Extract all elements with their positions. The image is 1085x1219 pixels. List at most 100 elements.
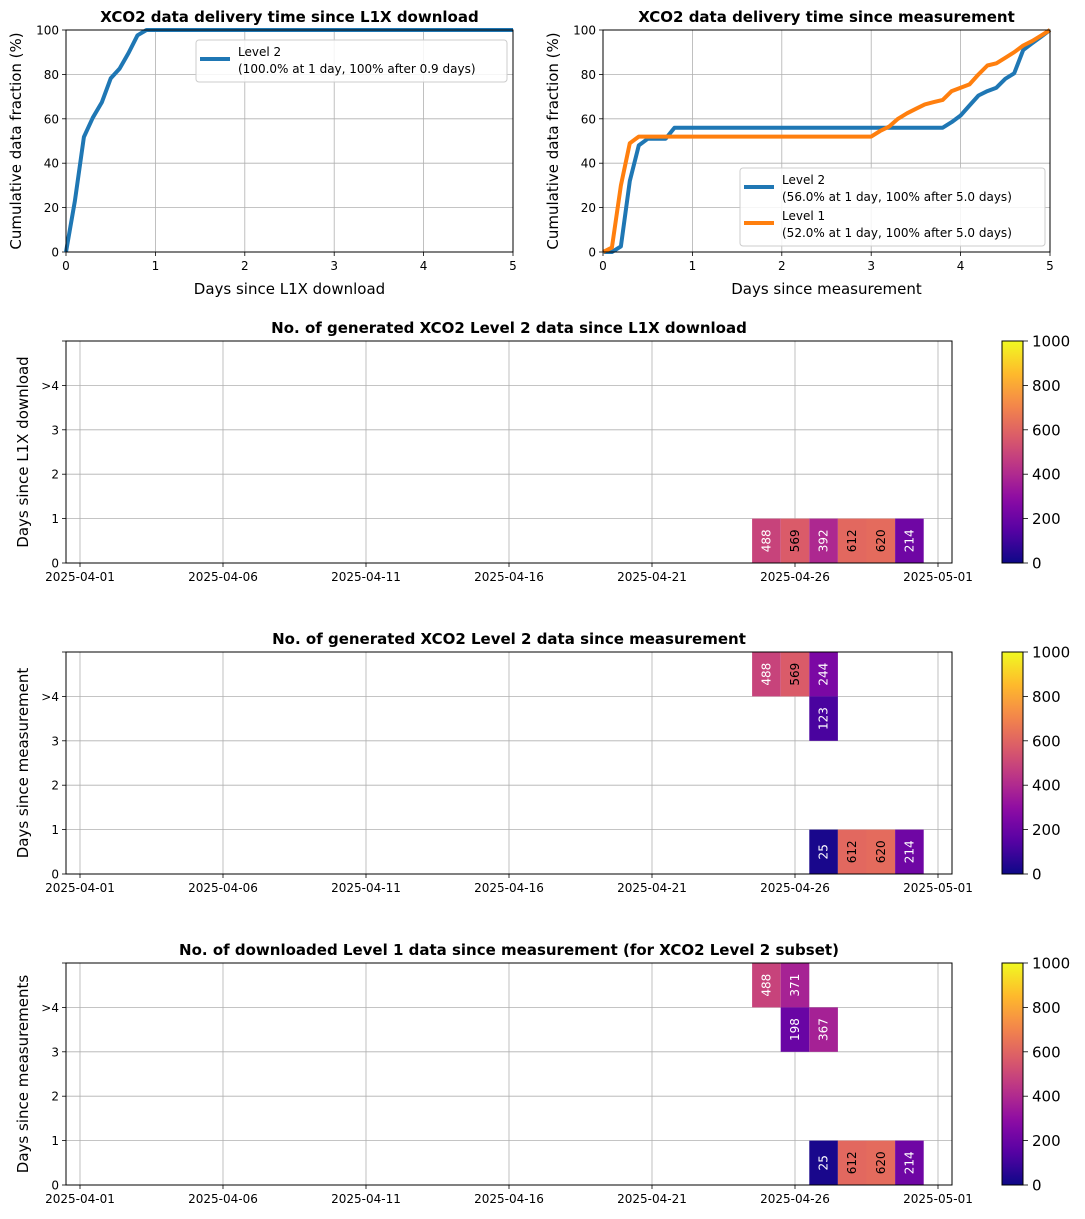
heatmap-cell bbox=[752, 963, 781, 1008]
x-tick-label: 2025-04-06 bbox=[188, 1192, 258, 1206]
colorbar-tick-label: 800 bbox=[1032, 377, 1061, 395]
y-tick-label: >4 bbox=[41, 1001, 59, 1015]
colorbar-tick-label: 600 bbox=[1032, 1043, 1061, 1061]
cell-value-label: 488 bbox=[759, 974, 773, 997]
heatmap-2: 2025-04-01 2025-04-06 2025-04-11 2025-04-16… bbox=[14, 630, 1070, 895]
chart-title: XCO2 data delivery time since L1X downlo… bbox=[100, 8, 478, 26]
heatmap-cell bbox=[809, 518, 838, 563]
y-tick-label: 2 bbox=[51, 779, 59, 793]
y-tick-label: 100 bbox=[573, 24, 596, 38]
y-axis-label: Days since measurement bbox=[14, 668, 32, 859]
cell-value-label: 25 bbox=[817, 1155, 831, 1170]
x-tick-label: 0 bbox=[599, 259, 607, 273]
x-tick-label: 2025-04-21 bbox=[617, 881, 687, 895]
cell-value-label: 569 bbox=[788, 529, 802, 552]
colorbar: 0 200 400 600 800 1000 bbox=[1001, 955, 1070, 1195]
y-axis-label: Days since L1X download bbox=[14, 356, 32, 547]
y-tick-label: 3 bbox=[51, 734, 59, 748]
colorbar-tick-label: 800 bbox=[1032, 688, 1061, 706]
y-tick-label: 0 bbox=[51, 246, 59, 260]
cell-value-label: 612 bbox=[845, 1151, 859, 1174]
colorbar-bar bbox=[1001, 962, 1024, 1186]
colorbar-tick-label: 1000 bbox=[1032, 333, 1070, 351]
legend-frame bbox=[195, 39, 508, 83]
cell-value-label: 612 bbox=[845, 840, 859, 863]
chart-title: No. of generated XCO2 Level 2 data since… bbox=[271, 319, 747, 337]
y-tick-label: 40 bbox=[581, 157, 596, 171]
colorbar-tick-label: 1000 bbox=[1032, 644, 1070, 662]
x-tick-label: 2025-04-11 bbox=[331, 881, 401, 895]
colorbar-tick-label: 200 bbox=[1032, 1132, 1061, 1150]
heatmap-cell bbox=[866, 1140, 896, 1185]
y-tick-label: 60 bbox=[44, 112, 59, 126]
y-tick-label: 20 bbox=[581, 201, 596, 215]
legend-detail: (52.0% at 1 day, 100% after 5.0 days) bbox=[782, 226, 1012, 240]
x-axis-label: Days since L1X download bbox=[194, 280, 385, 298]
x-tick-label: 2025-04-16 bbox=[474, 881, 544, 895]
cell-value-label: 620 bbox=[874, 1151, 888, 1174]
x-tick-label: 2025-04-26 bbox=[760, 570, 830, 584]
legend-label: Level 1 bbox=[782, 209, 825, 223]
heatmap-cell bbox=[895, 1140, 924, 1185]
colorbar-tick-label: 0 bbox=[1032, 866, 1042, 884]
cell-value-label: 214 bbox=[902, 1151, 916, 1174]
heatmap-1: 2025-04-01 2025-04-06 2025-04-11 2025-04-16… bbox=[14, 319, 1070, 584]
heatmap-cell bbox=[780, 652, 810, 697]
y-tick-label: 1 bbox=[51, 1134, 59, 1148]
y-tick-label: 80 bbox=[581, 68, 596, 82]
y-tick-label: 20 bbox=[44, 201, 59, 215]
colorbar-tick-label: 400 bbox=[1032, 466, 1061, 484]
line-chart-2: 0 1 2 3 4 5 0 20 40 60 80 100 XCO2 data delivery tim… bbox=[544, 8, 1054, 298]
colorbar-tick-label: 400 bbox=[1032, 777, 1061, 795]
line-chart-1: 0 1 2 3 4 5 0 20 40 60 80 100 XCO2 data delivery tim… bbox=[7, 8, 517, 298]
colorbar-tick-label: 800 bbox=[1032, 999, 1061, 1017]
cell-value-label: 25 bbox=[817, 844, 831, 859]
colorbar: 0 200 400 600 800 1000 bbox=[1001, 333, 1070, 573]
y-tick-label: 0 bbox=[588, 246, 596, 260]
y-tick-label: 1 bbox=[51, 823, 59, 837]
heatmap-cell bbox=[895, 518, 924, 563]
x-tick-label: 2025-04-21 bbox=[617, 570, 687, 584]
x-tick-label: 2025-04-21 bbox=[617, 1192, 687, 1206]
x-tick-label: 2025-04-26 bbox=[760, 1192, 830, 1206]
x-tick-label: 2025-04-06 bbox=[188, 881, 258, 895]
x-tick-label: 2025-04-26 bbox=[760, 881, 830, 895]
cell-value-label: 488 bbox=[759, 529, 773, 552]
colorbar-tick-label: 1000 bbox=[1032, 955, 1070, 973]
cell-value-label: 123 bbox=[817, 707, 831, 730]
heatmap-cell bbox=[752, 652, 781, 697]
x-tick-label: 2025-05-01 bbox=[903, 881, 973, 895]
x-tick-label: 3 bbox=[867, 259, 875, 273]
chart-title: No. of downloaded Level 1 data since mea… bbox=[179, 941, 839, 959]
x-tick-label: 2025-05-01 bbox=[903, 1192, 973, 1206]
legend-frame bbox=[739, 167, 1046, 247]
heatmap-cell bbox=[837, 1140, 867, 1185]
legend-label: Level 2 bbox=[238, 45, 281, 59]
colorbar-tick-label: 200 bbox=[1032, 510, 1061, 528]
heatmap-cell bbox=[866, 518, 896, 563]
heatmap-cell bbox=[837, 518, 867, 563]
colorbar-bar bbox=[1001, 651, 1024, 875]
x-tick-label: 2025-04-11 bbox=[331, 1192, 401, 1206]
plot-frame bbox=[65, 962, 953, 1186]
y-tick-label: 80 bbox=[44, 68, 59, 82]
chart-title: XCO2 data delivery time since measuremen… bbox=[638, 8, 1015, 26]
heatmap-cell bbox=[780, 518, 810, 563]
cell-value-label: 620 bbox=[874, 840, 888, 863]
heatmap-cell bbox=[866, 829, 896, 874]
x-tick-label: 5 bbox=[1046, 259, 1054, 273]
heatmap-cell bbox=[809, 1007, 838, 1052]
colorbar-tick-label: 600 bbox=[1032, 732, 1061, 750]
plot-frame bbox=[602, 29, 1051, 253]
heatmap-cell bbox=[809, 829, 838, 874]
cell-value-label: 367 bbox=[817, 1018, 831, 1041]
cell-value-label: 612 bbox=[845, 529, 859, 552]
colorbar-tick-label: 0 bbox=[1032, 555, 1042, 573]
heatmap-cell bbox=[809, 652, 838, 697]
legend-detail: (56.0% at 1 day, 100% after 5.0 days) bbox=[782, 190, 1012, 204]
cell-value-label: 488 bbox=[759, 663, 773, 686]
legend: Level 2 (56.0% at 1 day, 100% after 5.0 d… bbox=[739, 167, 1046, 247]
cell-value-label: 244 bbox=[817, 663, 831, 686]
heatmap-cell bbox=[780, 963, 810, 1008]
